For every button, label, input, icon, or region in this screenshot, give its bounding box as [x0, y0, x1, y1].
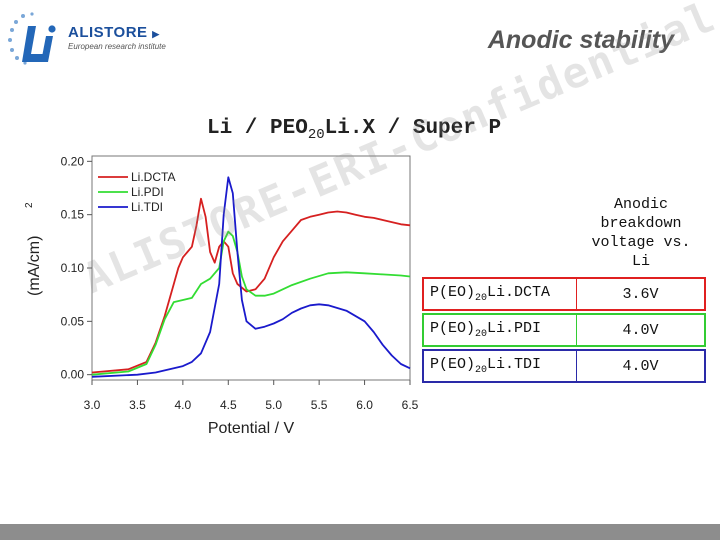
row-name-sub: 20: [475, 293, 488, 304]
breakdown-voltage-table: Anodic breakdown voltage vs. Li P(EO)20L…: [422, 189, 706, 385]
row-value: 4.0V: [576, 349, 706, 383]
row-value: 3.6V: [576, 277, 706, 311]
logo-subtitle: European research institute: [68, 42, 166, 51]
x-tick-label: 3.0: [84, 398, 101, 412]
row-name-pre: P(EO): [430, 284, 476, 301]
logo-name: ALISTORE: [68, 24, 148, 41]
row-name: P(EO)20Li.DCTA: [422, 277, 576, 311]
logo-triangle-icon: ▶: [152, 29, 160, 39]
table-row: P(EO)20Li.DCTA 3.6V: [422, 277, 706, 311]
row-name-sub: 20: [475, 329, 488, 340]
x-tick-label: 4.0: [175, 398, 192, 412]
table-row: P(EO)20Li.PDI 4.0V: [422, 313, 706, 347]
x-tick-label: 6.0: [356, 398, 373, 412]
footer-bar: [0, 524, 720, 540]
subtitle-part2: Li.X / Super P: [324, 117, 502, 140]
table-header-row: Anodic breakdown voltage vs. Li: [422, 191, 706, 275]
legend-label-tdi: Li.TDI: [131, 200, 163, 214]
legend-label-dcta: Li.DCTA: [131, 170, 175, 184]
legend-label-pdi: Li.PDI: [131, 185, 164, 199]
table-row: P(EO)20Li.TDI 4.0V: [422, 349, 706, 383]
row-name-post: Li.DCTA: [487, 284, 551, 301]
row-name: P(EO)20Li.TDI: [422, 349, 576, 383]
series-line-litdi: [91, 176, 411, 378]
y-tick-label: 0.00: [61, 368, 85, 382]
y-tick-label: 0.05: [61, 314, 85, 328]
series-line-lidcta: [91, 197, 411, 374]
series-line-lipdi: [91, 230, 411, 376]
x-tick-label: 3.5: [129, 398, 146, 412]
row-name-post: Li.PDI: [487, 320, 542, 337]
y-axis-label-fragment: (mA/cm): [26, 235, 43, 296]
x-tick-label: 4.5: [220, 398, 237, 412]
voltammetry-chart: 3.0 3.5 4.0 4.5 5.0 5.5 6.0 6.5 0.00 0.05 0.10 0.1…: [61, 154, 419, 437]
y-tick-label: 0.10: [61, 261, 85, 275]
table-header-blank: [422, 191, 576, 275]
row-value: 4.0V: [576, 313, 706, 347]
alistore-logo: ALISTORE ▶ European research institute: [6, 10, 166, 70]
row-name-pre: P(EO): [430, 356, 476, 373]
row-name-post: Li.TDI: [487, 356, 542, 373]
y-tick-label: 0.20: [61, 154, 85, 168]
slide-title: Anodic stability: [487, 26, 674, 54]
li-logo-icon: [8, 12, 56, 65]
row-name-pre: P(EO): [430, 320, 476, 337]
x-axis-label: Potential / V: [208, 420, 295, 437]
x-ticks: 3.0 3.5 4.0 4.5 5.0 5.5 6.0 6.5: [84, 380, 419, 412]
subtitle-part1: Li / PEO: [207, 117, 308, 140]
row-name: P(EO)20Li.PDI: [422, 313, 576, 347]
series-layer: [91, 176, 411, 378]
x-tick-label: 5.0: [265, 398, 282, 412]
table-header: Anodic breakdown voltage vs. Li: [576, 191, 706, 275]
chart-subtitle: Li / PEO20Li.X / Super P: [207, 117, 501, 143]
y-ticks: 0.00 0.05 0.10 0.15 0.20: [61, 154, 92, 382]
legend: Li.DCTA Li.PDI Li.TDI: [98, 170, 175, 214]
subtitle-subscript: 20: [307, 127, 325, 144]
row-name-sub: 20: [475, 365, 488, 376]
y-tick-label: 0.15: [61, 208, 85, 222]
x-tick-label: 5.5: [311, 398, 328, 412]
x-tick-label: 6.5: [402, 398, 419, 412]
